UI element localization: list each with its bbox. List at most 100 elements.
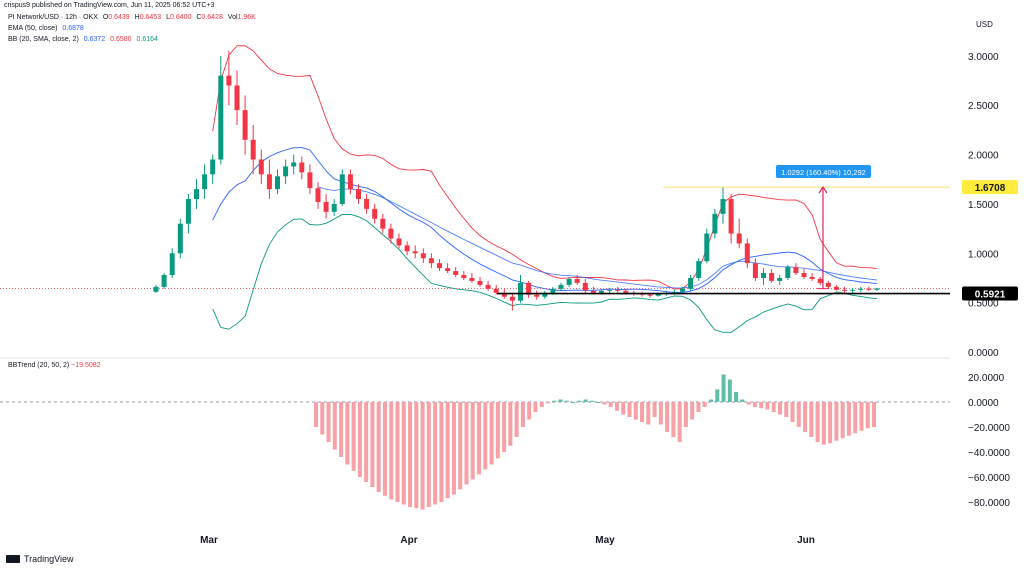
time-tick-label: Apr [400, 535, 417, 546]
candle-body [574, 278, 580, 283]
candle-body [315, 188, 321, 202]
candle-body [850, 289, 856, 291]
histogram-bar [364, 402, 369, 482]
ohlc-h-label: H [134, 14, 140, 21]
histogram-bar [577, 400, 582, 402]
candle-body [469, 277, 475, 281]
candle-body [566, 278, 572, 285]
histogram-bar [683, 402, 688, 427]
histogram-bar [652, 402, 657, 417]
candle-body [453, 271, 459, 276]
ohlc-o-value: 0.6439 [108, 14, 130, 21]
bbtrend-tick-label: −80.0000 [968, 498, 1010, 509]
time-tick-label: Mar [200, 535, 218, 546]
candle-body [153, 286, 159, 292]
histogram-bar [702, 402, 707, 407]
bbtrend-value: −19.5082 [71, 362, 101, 369]
histogram-bar [376, 402, 381, 492]
histogram-bar [621, 402, 626, 415]
candle-body [291, 162, 297, 167]
histogram-bar [677, 402, 682, 442]
candle-body [161, 275, 167, 287]
ohlc-c-label: C [196, 14, 202, 21]
histogram-bar [665, 402, 670, 432]
histogram-bar [765, 402, 770, 410]
ohlc-c-value: 0.6428 [201, 14, 223, 21]
candle-body [793, 267, 799, 274]
price-tick-label: 3.0000 [968, 52, 999, 63]
histogram-bar [408, 402, 413, 507]
histogram-bar [865, 402, 870, 429]
histogram-bar [658, 402, 663, 425]
histogram-bar [752, 402, 757, 407]
histogram-bar [326, 402, 331, 442]
histogram-bar [608, 402, 613, 407]
candle-body [769, 273, 775, 281]
histogram-bar [433, 402, 438, 505]
ohlc-o-label: O [102, 14, 109, 21]
candle-body [607, 289, 613, 291]
tradingview-logo[interactable]: TradingView [6, 554, 74, 564]
bbtrend-tick-label: −20.0000 [968, 423, 1010, 434]
symbol-header: PI Network/USD · 12h · OKX O0.6439 H0.64… [8, 13, 259, 22]
candle-body [777, 277, 783, 281]
candle-body [331, 203, 337, 212]
bbtrend-histogram [314, 374, 877, 510]
histogram-bar [771, 402, 776, 412]
candle-body [688, 277, 694, 289]
candle-body [275, 176, 280, 190]
candle-body [299, 162, 305, 173]
histogram-bar [646, 402, 651, 425]
candle-body [842, 289, 847, 291]
histogram-bar [696, 402, 701, 412]
candle-body [250, 139, 256, 160]
price-tick-label: 0.5000 [968, 299, 999, 310]
candle-body [380, 218, 386, 229]
measure-label: 1.0292 (160.40%) 10,292 [781, 168, 866, 177]
candle-body [266, 174, 272, 190]
candle-body [526, 282, 532, 295]
bb-legend[interactable]: BB (20, SMA, close, 2) 0.6372 0.6580 0.6… [8, 35, 161, 44]
candle-body [347, 174, 353, 190]
candle-body [833, 286, 839, 290]
tradingview-logo-icon [6, 555, 20, 563]
candle-body [599, 290, 604, 293]
histogram-bar [589, 400, 594, 402]
histogram-bar [759, 402, 764, 409]
histogram-bar [821, 402, 826, 445]
candle-body [761, 273, 766, 278]
bb-lower-line [212, 213, 877, 333]
histogram-bar [727, 379, 732, 402]
histogram-bar [602, 402, 607, 405]
support-price-label: 0.5921 [975, 290, 1006, 301]
histogram-bar [483, 402, 488, 470]
ema-legend[interactable]: EMA (50, close) 0.6878 [8, 24, 87, 33]
volume-label: Vol [227, 14, 238, 21]
candle-body [226, 75, 232, 86]
histogram-bar [414, 402, 419, 509]
histogram-bar [314, 402, 318, 427]
histogram-bar [470, 402, 475, 480]
ema-value: 0.6878 [62, 25, 84, 32]
candle-body [550, 288, 556, 293]
candle-body [388, 228, 394, 239]
histogram-bar [853, 402, 858, 434]
resistance-price-tag [962, 180, 1018, 195]
histogram-bar [640, 402, 645, 422]
histogram-bar [671, 402, 676, 437]
candle-body [242, 110, 248, 140]
histogram-bar [571, 402, 576, 403]
price-tick-label: 1.5000 [968, 200, 999, 211]
candle-body [558, 284, 564, 289]
candle-body [396, 238, 402, 246]
histogram-bar [332, 402, 337, 450]
histogram-bar [803, 402, 808, 432]
bbtrend-label: BBTrend (20, 50, 2) [8, 362, 70, 369]
candle-body [720, 199, 726, 214]
histogram-bar [740, 399, 745, 402]
bbtrend-legend[interactable]: BBTrend (20, 50, 2) −19.5082 [8, 362, 101, 369]
candle-body [169, 253, 175, 276]
candle-body [258, 159, 264, 175]
histogram-bar [401, 402, 406, 505]
